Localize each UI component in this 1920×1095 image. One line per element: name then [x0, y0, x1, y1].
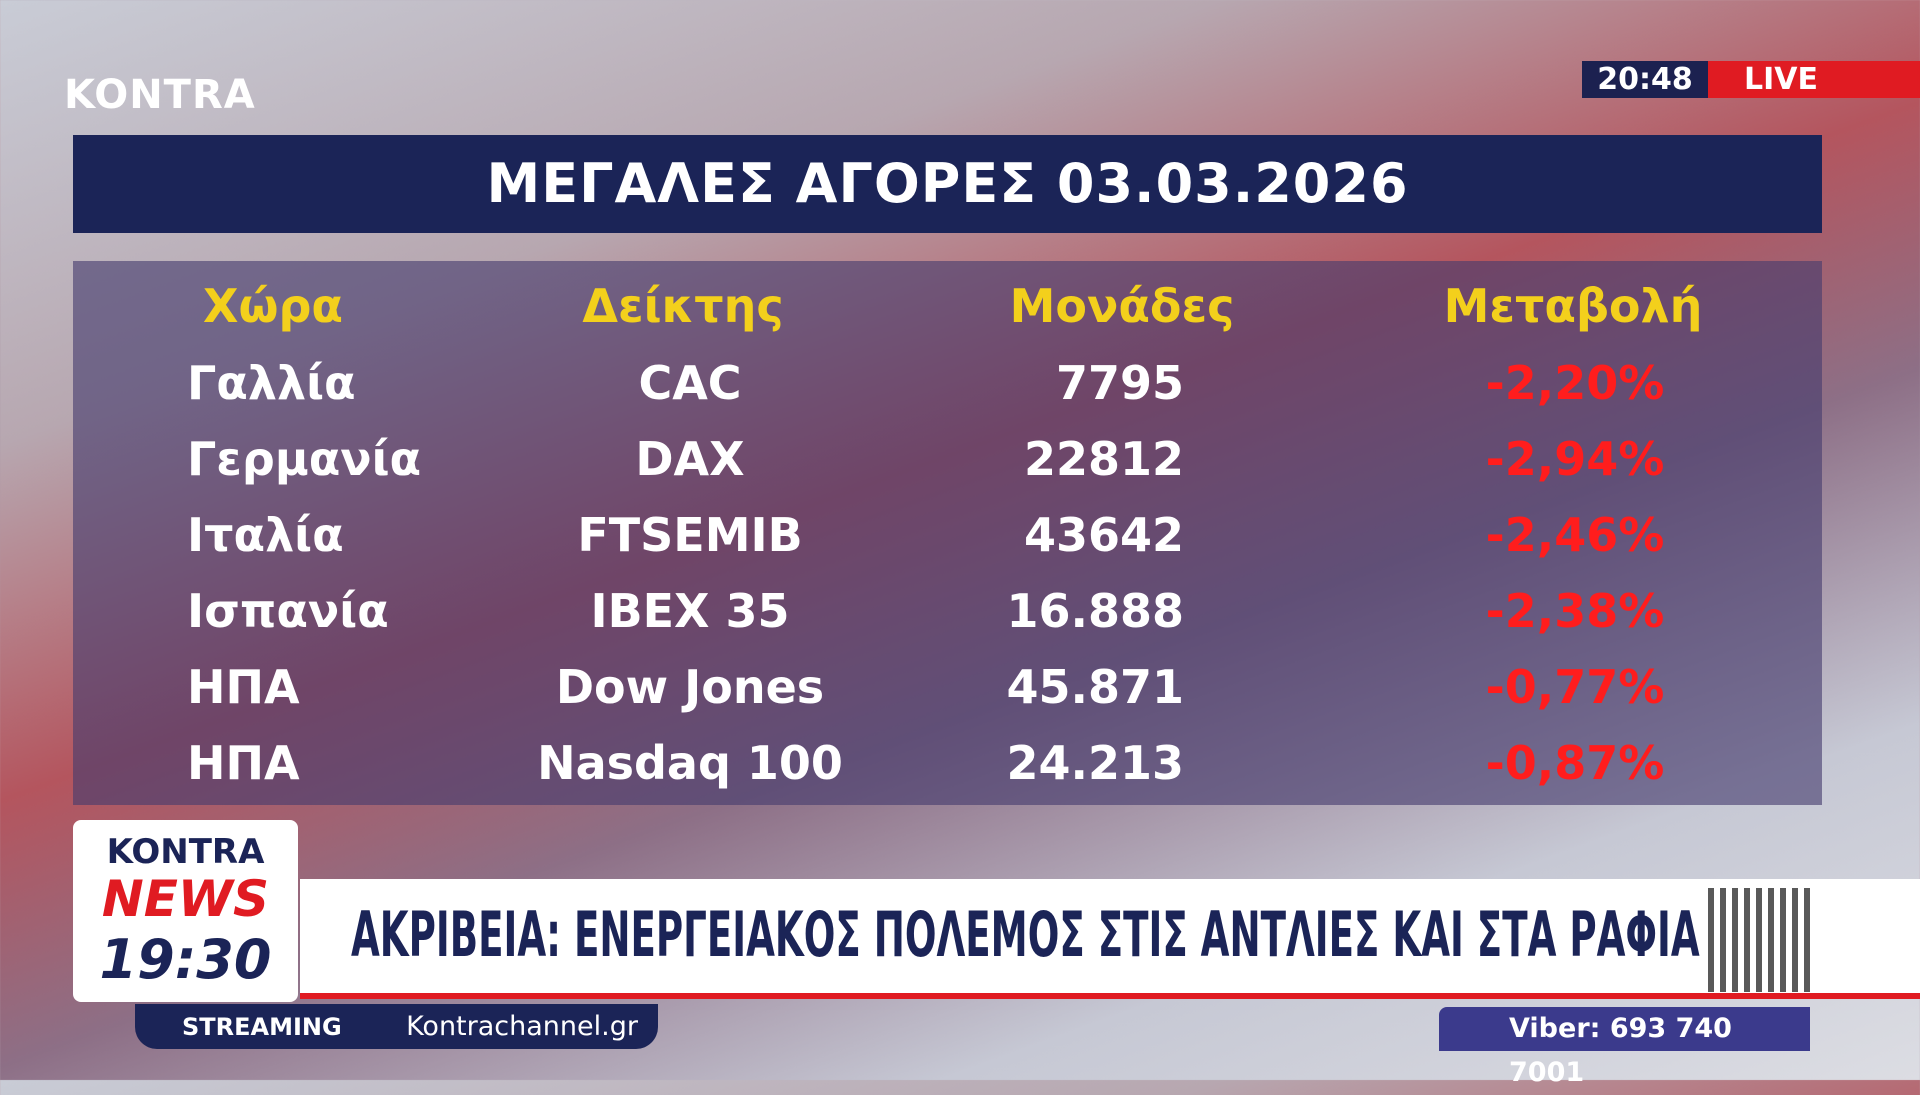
table-cell: -0,87% [1485, 736, 1665, 790]
header-cell: Δείκτης [582, 279, 784, 333]
table-cell: ΗΠΑ [187, 660, 300, 714]
table-cell: 22812 [1023, 432, 1184, 486]
streaming-label: STREAMING [182, 1013, 342, 1041]
show-name: NEWS [101, 870, 270, 928]
table-cell: Γαλλία [187, 356, 356, 410]
header-cell: Μεταβολή [1443, 279, 1703, 333]
table-panel [73, 261, 1822, 805]
headline: ΑΚΡΙΒΕΙΑ: ΕΝΕΡΓΕΙΑΚΟΣ ΠΟΛΕΜΟΣ ΣΤΙΣ ΑΝΤΛΙ… [351, 898, 1700, 971]
clock: 20:48 [1582, 61, 1708, 98]
table-cell: 24.213 [1006, 736, 1184, 790]
table-cell: -2,38% [1485, 584, 1665, 638]
table-cell: 16.888 [1006, 584, 1184, 638]
live-badge: LIVE [1708, 61, 1920, 98]
table-cell: 7795 [1055, 356, 1184, 410]
table-cell: -2,46% [1485, 508, 1665, 562]
table-cell: IBEX 35 [590, 584, 790, 638]
channel-logo: KONTRA [64, 72, 256, 118]
show-brand: KONTRA [106, 832, 265, 872]
streaming-bar: STREAMING Kontrachannel.gr [135, 1004, 658, 1049]
table-cell: CAC [638, 356, 742, 410]
table-cell: Nasdaq 100 [537, 736, 843, 790]
table-cell: Ισπανία [187, 584, 389, 638]
ticker-bar [300, 879, 1920, 999]
table-cell: ΗΠΑ [187, 736, 300, 790]
table-cell: Γερμανία [187, 432, 422, 486]
table-cell: -2,94% [1485, 432, 1665, 486]
table-cell: -2,20% [1485, 356, 1665, 410]
table-cell: FTSEMIB [577, 508, 803, 562]
table-cell: Ιταλία [187, 508, 344, 562]
streaming-site: Kontrachannel.gr [406, 1011, 638, 1042]
table-cell: 43642 [1023, 508, 1184, 562]
table-cell: 45.871 [1006, 660, 1184, 714]
show-time: 19:30 [99, 928, 272, 991]
table-cell: Dow Jones [555, 660, 825, 714]
header-cell: Μονάδες [1009, 279, 1235, 333]
header-cell: Χώρα [203, 279, 343, 333]
viber-bar: Viber: 693 740 7001 [1439, 1007, 1810, 1088]
table-cell: DAX [635, 432, 745, 486]
title: ΜΕΓΑΛΕΣ ΑΓΟΡΕΣ 03.03.2026 [73, 135, 1822, 233]
qr-code [1708, 888, 1816, 992]
table-cell: -0,77% [1485, 660, 1665, 714]
show-logo: KONTRA NEWS 19:30 [73, 820, 298, 1002]
